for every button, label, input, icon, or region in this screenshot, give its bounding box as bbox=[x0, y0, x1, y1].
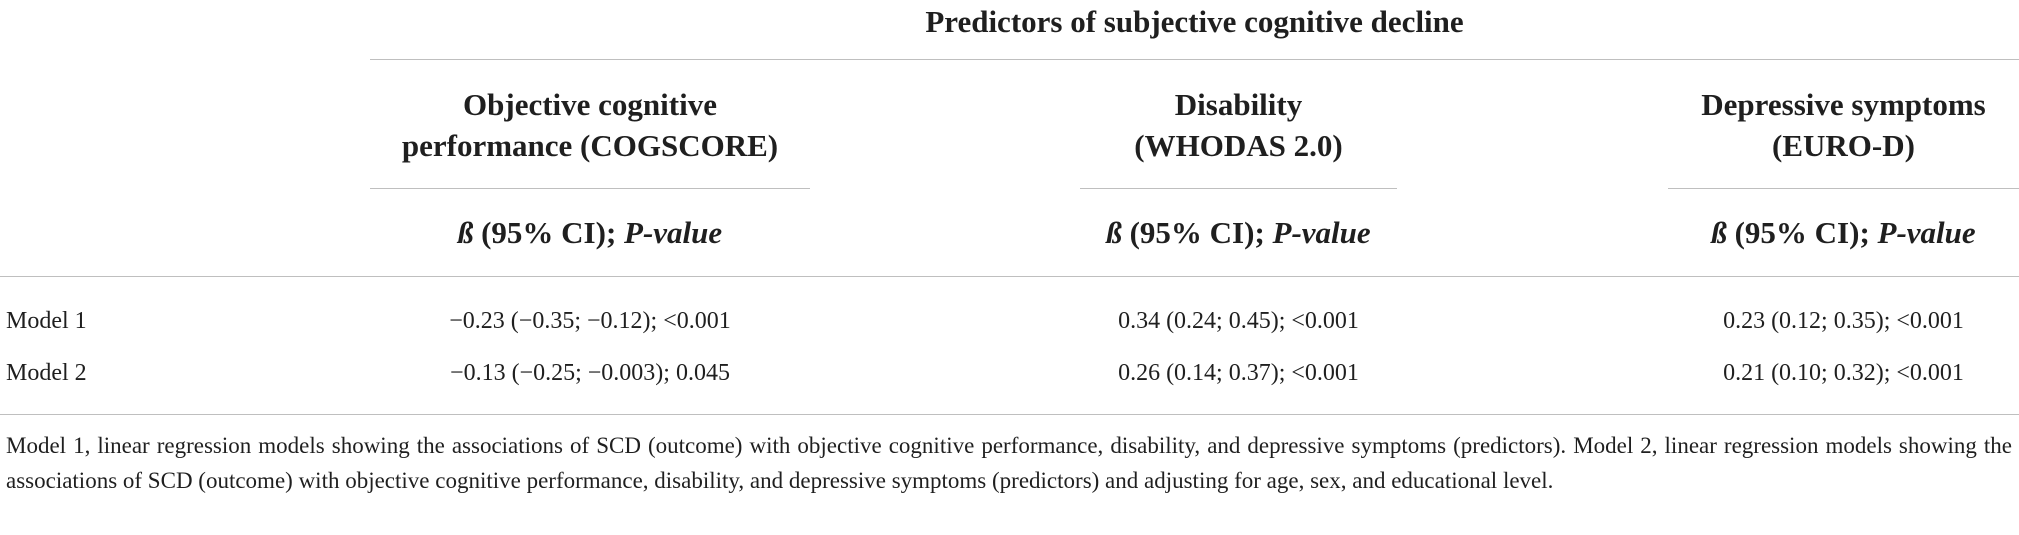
beta-symbol: ß bbox=[457, 215, 474, 250]
ci-label: (95% CI); bbox=[473, 215, 625, 250]
cell-model-1-eurod: 0.23 (0.12; 0.35); <0.001 bbox=[1723, 308, 1964, 334]
table-group-header: Predictors of subjective cognitive decli… bbox=[925, 4, 1464, 39]
p-value-label: P-value bbox=[1877, 215, 1976, 250]
group-header-rule bbox=[370, 59, 2019, 60]
column-title-line1: Depressive symptoms bbox=[1701, 87, 1986, 122]
table-bottom-rule bbox=[0, 414, 2019, 415]
column-title-line2: (WHODAS 2.0) bbox=[1134, 128, 1343, 163]
column-rule-eurod bbox=[1668, 188, 2019, 189]
beta-symbol: ß bbox=[1106, 215, 1122, 250]
p-value-label: P-value bbox=[1272, 215, 1371, 250]
table-footnote: Model 1, linear regression models showin… bbox=[6, 433, 2012, 493]
cell-model-2-cogscore: −0.13 (−0.25; −0.003); 0.045 bbox=[450, 360, 730, 386]
column-title-line1: Disability bbox=[1174, 87, 1303, 122]
ci-label: (95% CI); bbox=[1726, 215, 1878, 250]
column-title-line1: Objective cognitive bbox=[463, 87, 717, 122]
p-value-label: P-value bbox=[624, 215, 723, 250]
cell-model-2-whodas: 0.26 (0.14; 0.37); <0.001 bbox=[1118, 360, 1359, 386]
cell-model-2-eurod: 0.21 (0.10; 0.32); <0.001 bbox=[1723, 360, 1964, 386]
header-body-rule bbox=[0, 276, 2019, 277]
column-title-line2: (EURO-D) bbox=[1772, 128, 1915, 163]
column-title-line2: performance (COGSCORE) bbox=[401, 128, 779, 163]
row-label-model-2: Model 2 bbox=[6, 360, 87, 386]
column-rule-whodas bbox=[1080, 188, 1397, 189]
cell-model-1-whodas: 0.34 (0.24; 0.45); <0.001 bbox=[1118, 308, 1359, 334]
row-label-model-1: Model 1 bbox=[6, 308, 87, 334]
stat-header-cogscore: ß (95% CI); P-value bbox=[370, 213, 810, 253]
stat-header-eurod: ß (95% CI); P-value bbox=[1668, 213, 2019, 253]
column-header-eurod: Depressive symptoms (EURO-D) bbox=[1668, 84, 2019, 166]
ci-label: (95% CI); bbox=[1121, 215, 1273, 250]
stat-header-whodas: ß (95% CI); P-value bbox=[1080, 213, 1397, 253]
cell-model-1-cogscore: −0.23 (−0.35; −0.12); <0.001 bbox=[449, 308, 731, 334]
column-header-cogscore: Objective cognitive performance (COGSCOR… bbox=[370, 84, 810, 166]
column-rule-cogscore bbox=[370, 188, 810, 189]
beta-symbol: ß bbox=[1711, 215, 1727, 250]
column-header-whodas: Disability (WHODAS 2.0) bbox=[1080, 84, 1397, 166]
